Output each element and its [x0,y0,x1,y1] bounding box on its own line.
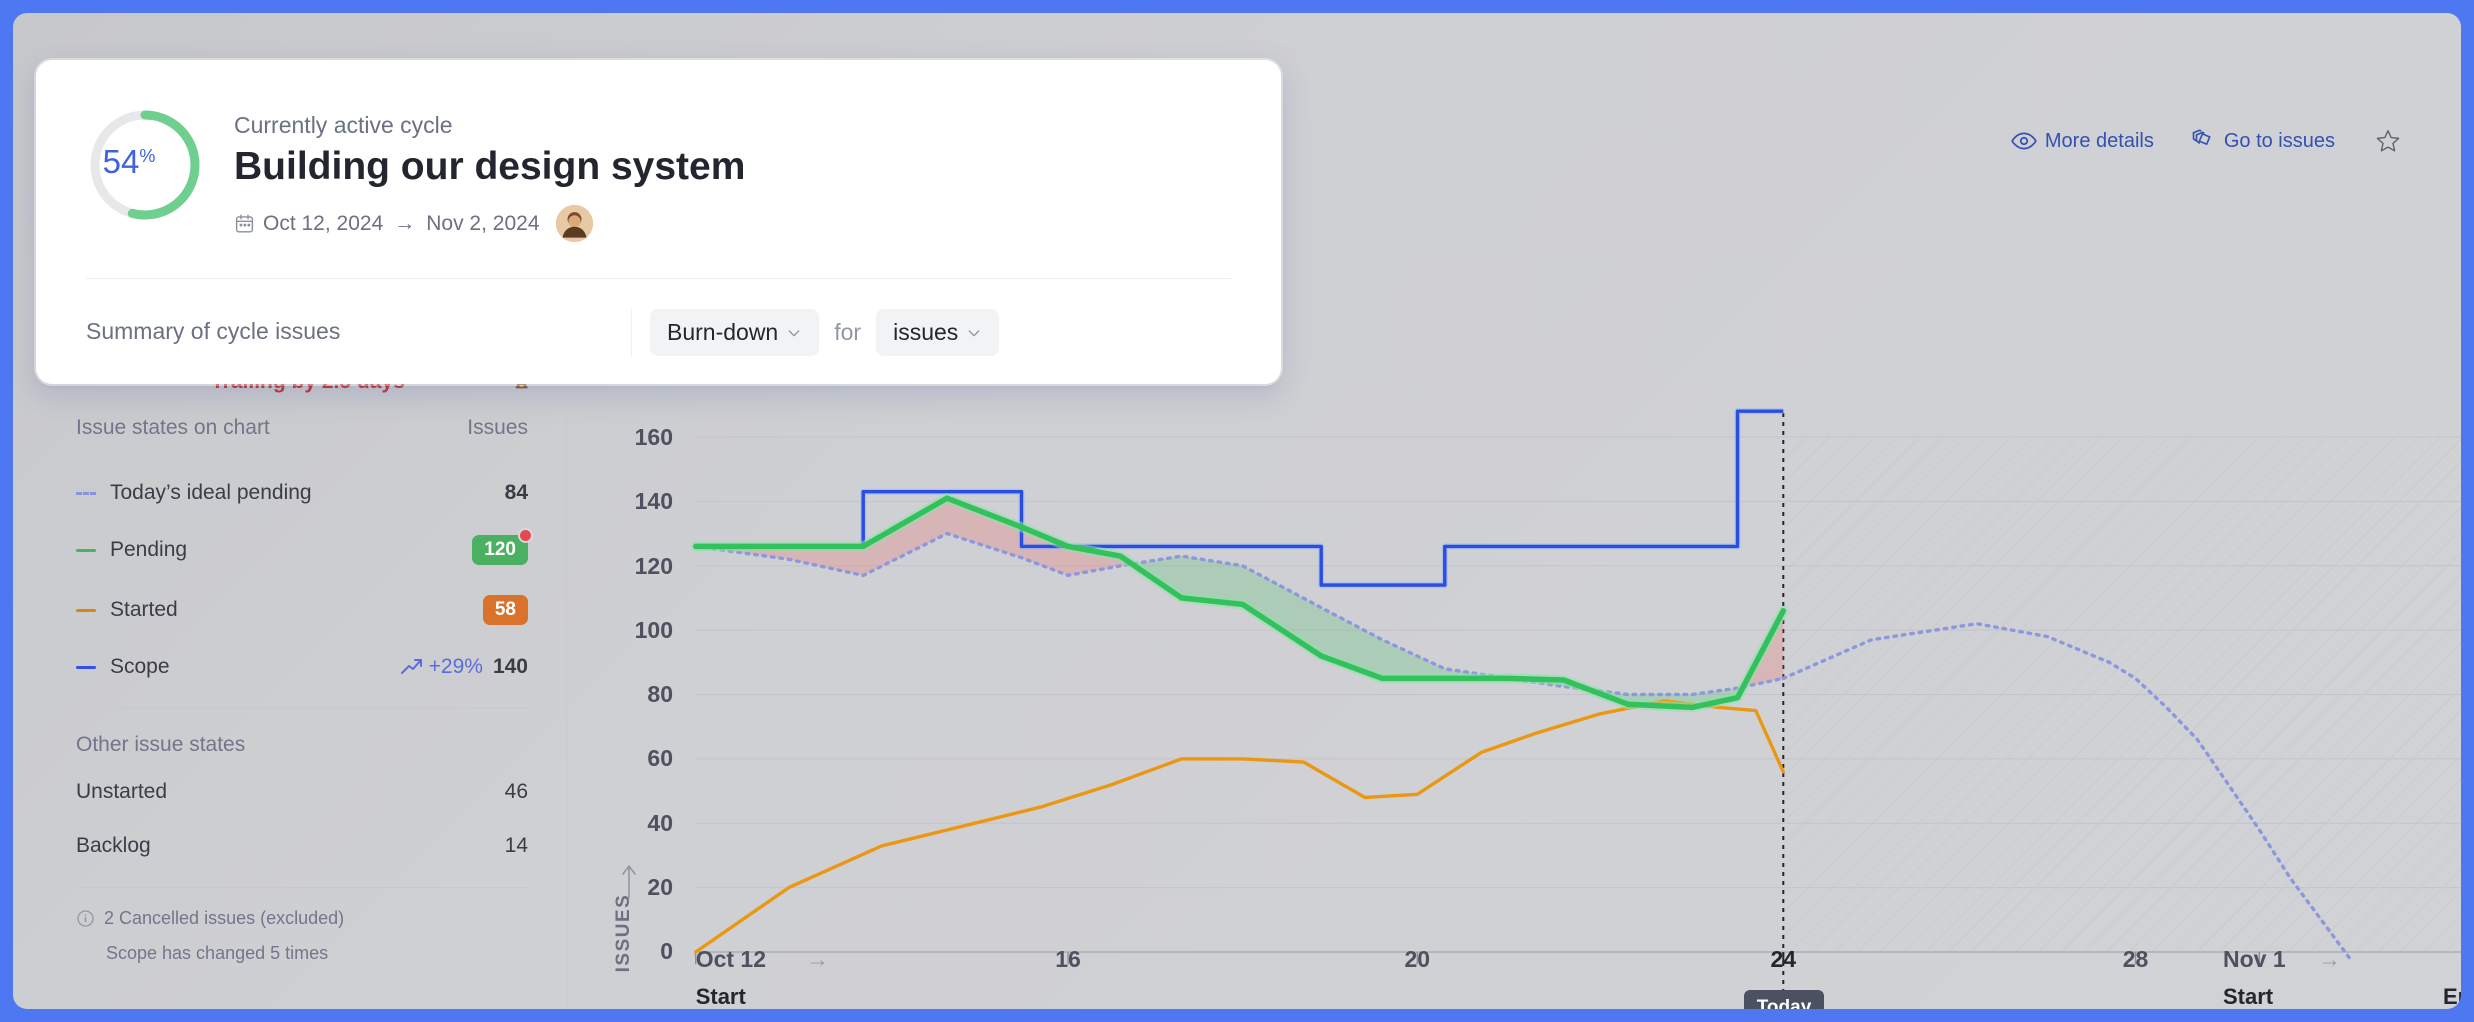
svg-text:Nov 1: Nov 1 [2223,946,2286,972]
svg-text:80: 80 [647,681,673,707]
svg-text:Oct 12: Oct 12 [696,946,766,972]
svg-text:54%: 54% [103,143,156,180]
svg-text:→: → [806,946,829,972]
svg-text:ISSUES: ISSUES [613,894,634,973]
svg-text:End: End [2443,984,2461,1009]
svg-text:Today: Today [1757,997,1812,1009]
svg-text:24: 24 [1771,946,1797,972]
svg-text:40: 40 [647,810,673,836]
svg-text:Start: Start [696,984,747,1009]
svg-text:Start: Start [2223,984,2274,1009]
svg-text:20: 20 [1405,946,1431,972]
svg-text:28: 28 [2123,946,2149,972]
svg-text:16: 16 [1055,946,1081,972]
svg-text:→: → [2318,946,2341,972]
svg-text:20: 20 [647,874,673,900]
svg-text:140: 140 [635,488,673,514]
svg-text:120: 120 [635,553,673,579]
svg-text:160: 160 [635,424,673,450]
svg-text:60: 60 [647,745,673,771]
svg-text:0: 0 [660,938,673,964]
svg-text:100: 100 [635,617,673,643]
